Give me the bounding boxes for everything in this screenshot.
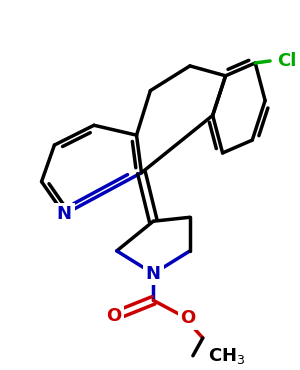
Text: O: O — [106, 307, 122, 325]
Text: N: N — [57, 205, 72, 223]
Text: N: N — [146, 265, 161, 283]
Text: O: O — [180, 309, 196, 327]
Text: Cl: Cl — [277, 52, 296, 70]
Text: CH$_3$: CH$_3$ — [208, 346, 245, 366]
